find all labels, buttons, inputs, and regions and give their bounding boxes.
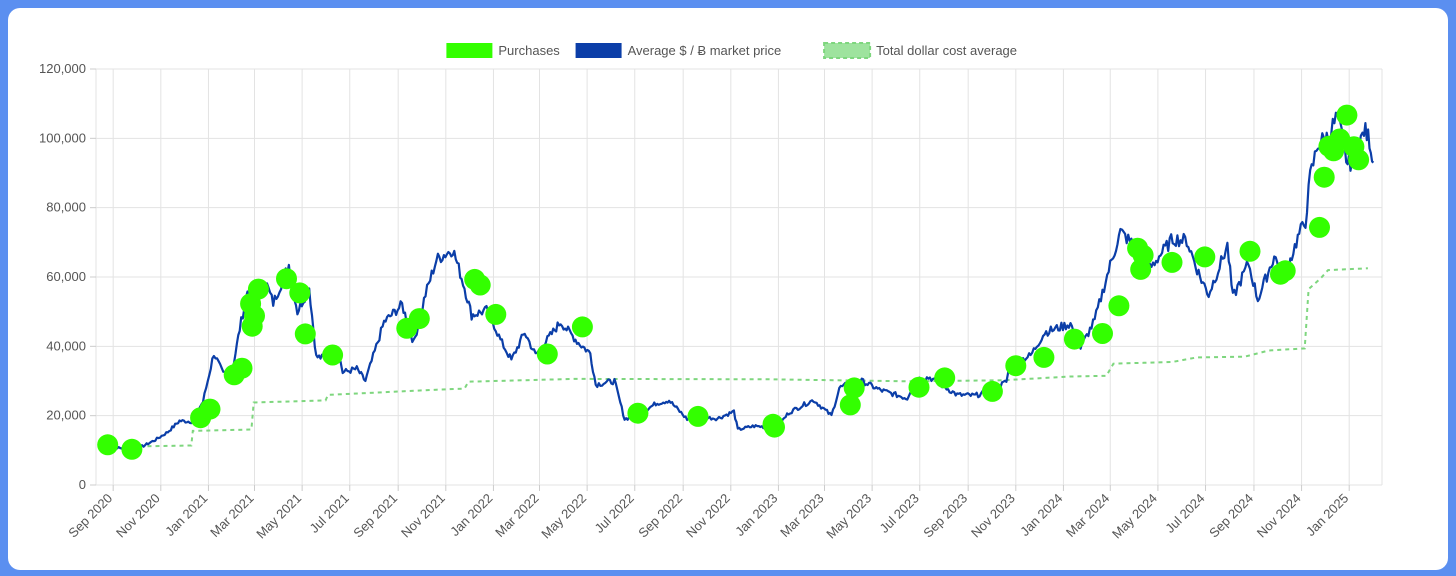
purchase-point[interactable] [1309,216,1330,238]
x-tick-label: Jan 2022 [447,491,495,539]
x-tick-label: Mar 2023 [777,491,826,540]
purchase-point[interactable] [1063,328,1085,350]
x-tick-label: Nov 2024 [1254,491,1304,541]
purchase-point[interactable] [97,434,119,456]
purchase-point[interactable] [1132,244,1154,266]
y-tick-label: 100,000 [39,130,86,145]
purchase-point[interactable] [1336,104,1358,126]
x-tick-label: Jul 2024 [1162,491,1207,536]
purchase-point[interactable] [469,274,491,296]
purchase-point[interactable] [1161,251,1183,273]
x-tick-label: Nov 2021 [398,491,448,541]
x-tick-label: May 2022 [538,491,589,542]
x-tick-label: May 2023 [823,491,874,542]
legend[interactable]: Purchases Average $ / Ƀ market price Total… [446,42,1017,59]
x-tick-label: Jul 2021 [307,491,352,536]
bitcoin-purchase-chart: 020,00040,00060,00080,000100,000120,000 … [39,42,1383,541]
purchase-point[interactable] [294,323,316,345]
legend-swatch [575,43,622,58]
purchase-point[interactable] [1108,295,1130,317]
purchase-point[interactable] [199,398,221,420]
x-tick-label: Sep 2023 [920,491,970,541]
legend-label: Purchases [498,43,560,58]
purchase-point[interactable] [536,343,558,365]
y-tick-label: 40,000 [46,338,86,353]
y-tick-label: 0 [79,477,86,492]
purchase-point[interactable] [408,308,430,330]
y-axis: 0 20,000 40,000 60,000 80,000 100,000 120,000 [39,61,96,492]
x-tick-label: Sep 2024 [1206,491,1256,541]
purchase-point[interactable] [1194,246,1216,268]
purchase-point[interactable] [1313,166,1335,188]
x-tick-label: Jan 2025 [1303,491,1351,539]
x-tick-label: Jan 2021 [162,491,210,539]
x-tick-label: Sep 2022 [635,491,685,541]
chart-card: 0 20,000 40,000 60,000 80,000 100,000 120,000 … [8,8,1448,570]
grid [95,68,1383,486]
x-tick-label: Jul 2022 [592,491,637,536]
purchase-point[interactable] [231,357,253,379]
x-tick-label: Jul 2023 [877,491,922,536]
x-tick-label: Nov 2023 [968,491,1018,541]
x-tick-label: Nov 2022 [683,491,733,541]
purchase-point[interactable] [247,278,269,300]
x-tick-label: Jan 2023 [732,491,780,539]
purchase-point[interactable] [687,405,709,427]
purchase-point[interactable] [276,268,297,290]
legend-label: Average $ / Ƀ market price [628,43,782,58]
purchase-point[interactable] [764,416,785,438]
x-tick-label: Sep 2021 [350,491,400,541]
purchase-point[interactable] [934,367,956,389]
purchase-point[interactable] [981,380,1003,402]
legend-label: Total dollar cost average [876,43,1017,58]
purchase-point[interactable] [121,438,143,460]
legend-swatch [823,42,872,59]
purchase-point[interactable] [1005,355,1027,377]
legend-item-dca[interactable]: Total dollar cost average [823,42,1017,59]
y-tick-label: 120,000 [39,61,86,76]
purchase-series [97,104,1370,460]
x-tick-label: Nov 2020 [113,491,163,541]
y-tick-label: 60,000 [46,269,86,284]
x-tick-label: Mar 2022 [492,491,541,540]
legend-item-purchases[interactable]: Purchases [446,43,560,58]
purchase-point[interactable] [289,282,311,304]
purchase-point[interactable] [485,303,507,325]
x-tick-label: Mar 2021 [207,491,256,540]
purchase-point[interactable] [1348,149,1370,171]
purchase-point[interactable] [1274,260,1296,282]
purchase-point[interactable] [1033,346,1055,368]
y-tick-label: 80,000 [46,200,86,215]
x-tick-label: Mar 2024 [1063,491,1112,540]
y-tick-label: 20,000 [46,408,86,423]
x-tick-label: May 2024 [1109,491,1160,542]
purchase-point[interactable] [908,376,930,398]
purchase-point[interactable] [571,316,593,338]
purchase-point[interactable] [1092,323,1113,344]
x-tick-label: Jan 2024 [1017,491,1065,539]
legend-item-price[interactable]: Average $ / Ƀ market price [575,43,782,58]
price-series [107,111,1375,451]
x-tick-label: Sep 2020 [65,491,115,541]
purchase-point[interactable] [839,394,861,416]
purchase-point[interactable] [843,377,865,399]
legend-swatch [446,43,493,58]
purchase-point[interactable] [1239,240,1261,262]
x-tick-label: May 2021 [253,491,304,542]
purchase-point[interactable] [322,344,344,366]
price-line [107,111,1375,451]
purchase-point[interactable] [627,402,649,424]
